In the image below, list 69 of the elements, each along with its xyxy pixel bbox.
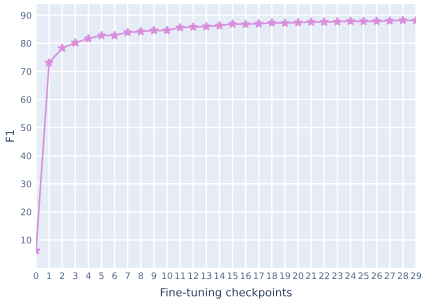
x-tick-label: 8 (138, 272, 144, 280)
point (188, 22, 198, 32)
point (202, 22, 211, 31)
point (280, 18, 290, 28)
point (136, 26, 146, 36)
point (267, 18, 277, 27)
x-tick-label: 12 (188, 272, 198, 280)
x-tick-label: 0 (34, 272, 38, 280)
point (175, 22, 185, 32)
x-tick-label: 14 (214, 272, 225, 280)
x-tick-label: 29 (410, 272, 422, 280)
point (44, 58, 54, 67)
point (358, 16, 368, 26)
x-tick-label: 25 (358, 272, 369, 280)
y-tick-label: 30 (21, 180, 32, 188)
point (110, 30, 120, 40)
x-tick-label: 3 (73, 272, 78, 280)
x-tick-label: 26 (372, 272, 382, 280)
x-axis-title: Fine-tuning checkpoints (160, 288, 292, 299)
point (162, 26, 172, 34)
x-tick-label: 19 (280, 272, 290, 280)
x-tick-label: 21 (306, 272, 316, 280)
y-tick-label: 80 (20, 40, 32, 47)
point (320, 17, 329, 26)
point (372, 16, 382, 26)
point (123, 28, 132, 36)
point (398, 15, 408, 24)
point (228, 19, 238, 28)
x-tick-label: 11 (175, 272, 186, 280)
x-tick-label: 15 (228, 272, 238, 280)
y-tick-label: 20 (21, 208, 32, 216)
point (84, 34, 94, 43)
x-tick-label: 13 (202, 272, 212, 280)
y-tick-label: 50 (21, 124, 32, 132)
point (241, 19, 250, 28)
x-tick-label: 6 (112, 272, 117, 280)
x-tick-label: 17 (254, 272, 264, 280)
x-tick-label: 2 (60, 272, 64, 280)
y-tick-label: 60 (20, 96, 32, 104)
point (214, 20, 224, 30)
point (346, 16, 356, 26)
y-tick-label: 10 (21, 236, 32, 244)
point (96, 30, 106, 40)
y-tick-label: 40 (20, 152, 32, 160)
point (149, 26, 159, 34)
point (306, 17, 316, 26)
y-axis-title: F1 (6, 130, 14, 142)
x-tick-label: 10 (162, 272, 172, 280)
point (332, 16, 342, 26)
x-tick-label: 1 (47, 272, 52, 280)
point (58, 43, 67, 52)
x-tick-label: 16 (240, 272, 251, 280)
y-tick-label: 70 (21, 68, 32, 75)
point (70, 38, 80, 47)
x-tick-label: 27 (384, 272, 395, 280)
x-tick-label: 22 (319, 272, 330, 280)
point (385, 16, 394, 25)
x-tick-label: 28 (398, 272, 408, 280)
x-tick-label: 9 (152, 272, 156, 280)
y-tick-label: 90 (20, 12, 32, 19)
x-tick-label: 20 (292, 272, 304, 280)
x-tick-label: 7 (126, 272, 130, 280)
x-tick-label: 18 (267, 272, 277, 280)
point (293, 18, 303, 27)
point (254, 18, 264, 28)
x-tick-label: 4 (86, 272, 91, 280)
x-tick-label: 23 (332, 272, 342, 280)
x-tick-label: 5 (99, 272, 104, 280)
x-tick-label: 24 (345, 272, 356, 280)
